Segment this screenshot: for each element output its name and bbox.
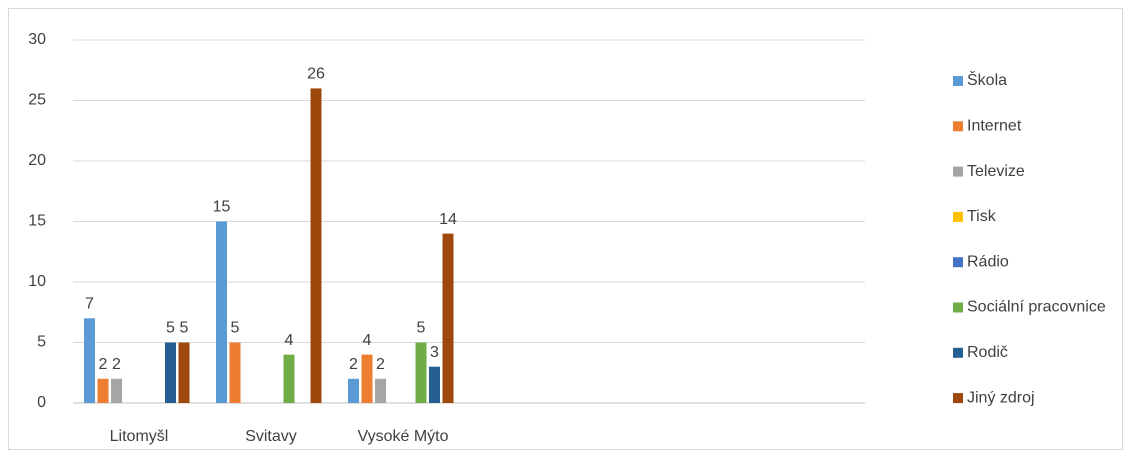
data-label: 26 xyxy=(307,66,325,83)
data-label: 5 xyxy=(166,320,175,337)
data-label: 4 xyxy=(285,332,294,349)
x-tick-label: Vysoké Mýto xyxy=(358,428,449,445)
y-tick-label: 0 xyxy=(37,394,46,411)
data-label: 4 xyxy=(363,332,372,349)
data-label: 7 xyxy=(85,296,94,313)
data-label: 2 xyxy=(99,356,108,373)
bar xyxy=(216,221,227,403)
legend-swatch xyxy=(953,302,963,313)
legend-label: Televize xyxy=(967,163,1025,180)
legend-swatch xyxy=(953,257,963,268)
data-label: 15 xyxy=(213,199,231,216)
bar xyxy=(229,342,241,403)
legend-label: Škola xyxy=(967,70,1007,89)
legend-label: Rodič xyxy=(967,344,1008,361)
data-label: 2 xyxy=(349,356,358,373)
bar xyxy=(415,342,427,403)
y-tick-label: 15 xyxy=(28,213,46,230)
legend-swatch xyxy=(953,211,963,222)
bar xyxy=(165,342,176,403)
legend-swatch xyxy=(953,76,963,86)
y-tick-label: 25 xyxy=(28,92,46,109)
data-label: 3 xyxy=(430,344,439,361)
y-tick-label: 20 xyxy=(28,152,46,169)
legend-label: Rádio xyxy=(967,253,1009,270)
data-label: 2 xyxy=(112,356,121,373)
y-tick-label: 5 xyxy=(37,334,46,351)
y-tick-label: 10 xyxy=(28,273,46,290)
bar xyxy=(97,378,109,403)
legend-swatch xyxy=(953,393,963,404)
data-label: 5 xyxy=(231,320,240,337)
bar xyxy=(442,233,454,403)
x-tick-label: Svitavy xyxy=(245,428,297,445)
chart-border xyxy=(8,8,1123,450)
data-label: 5 xyxy=(180,320,189,337)
x-tick-label: Litomyšl xyxy=(110,428,169,445)
bar xyxy=(84,318,95,403)
bar xyxy=(111,378,122,403)
bar xyxy=(361,354,373,403)
legend-swatch xyxy=(953,166,963,177)
data-label: 14 xyxy=(439,211,457,228)
bar xyxy=(178,342,190,403)
y-tick-label: 30 xyxy=(28,31,46,48)
legend-label: Jiný zdroj xyxy=(967,389,1035,406)
bar xyxy=(429,366,440,403)
bar xyxy=(375,378,386,403)
bar xyxy=(310,88,322,404)
data-label: 5 xyxy=(417,320,426,337)
bar xyxy=(283,354,295,403)
data-label: 2 xyxy=(376,356,385,373)
legend-label: Sociální pracovnice xyxy=(967,299,1106,316)
bar xyxy=(348,378,359,403)
legend-swatch xyxy=(953,347,963,358)
legend-label: Internet xyxy=(967,118,1022,135)
legend-swatch xyxy=(953,121,963,132)
legend-label: Tisk xyxy=(967,208,997,225)
